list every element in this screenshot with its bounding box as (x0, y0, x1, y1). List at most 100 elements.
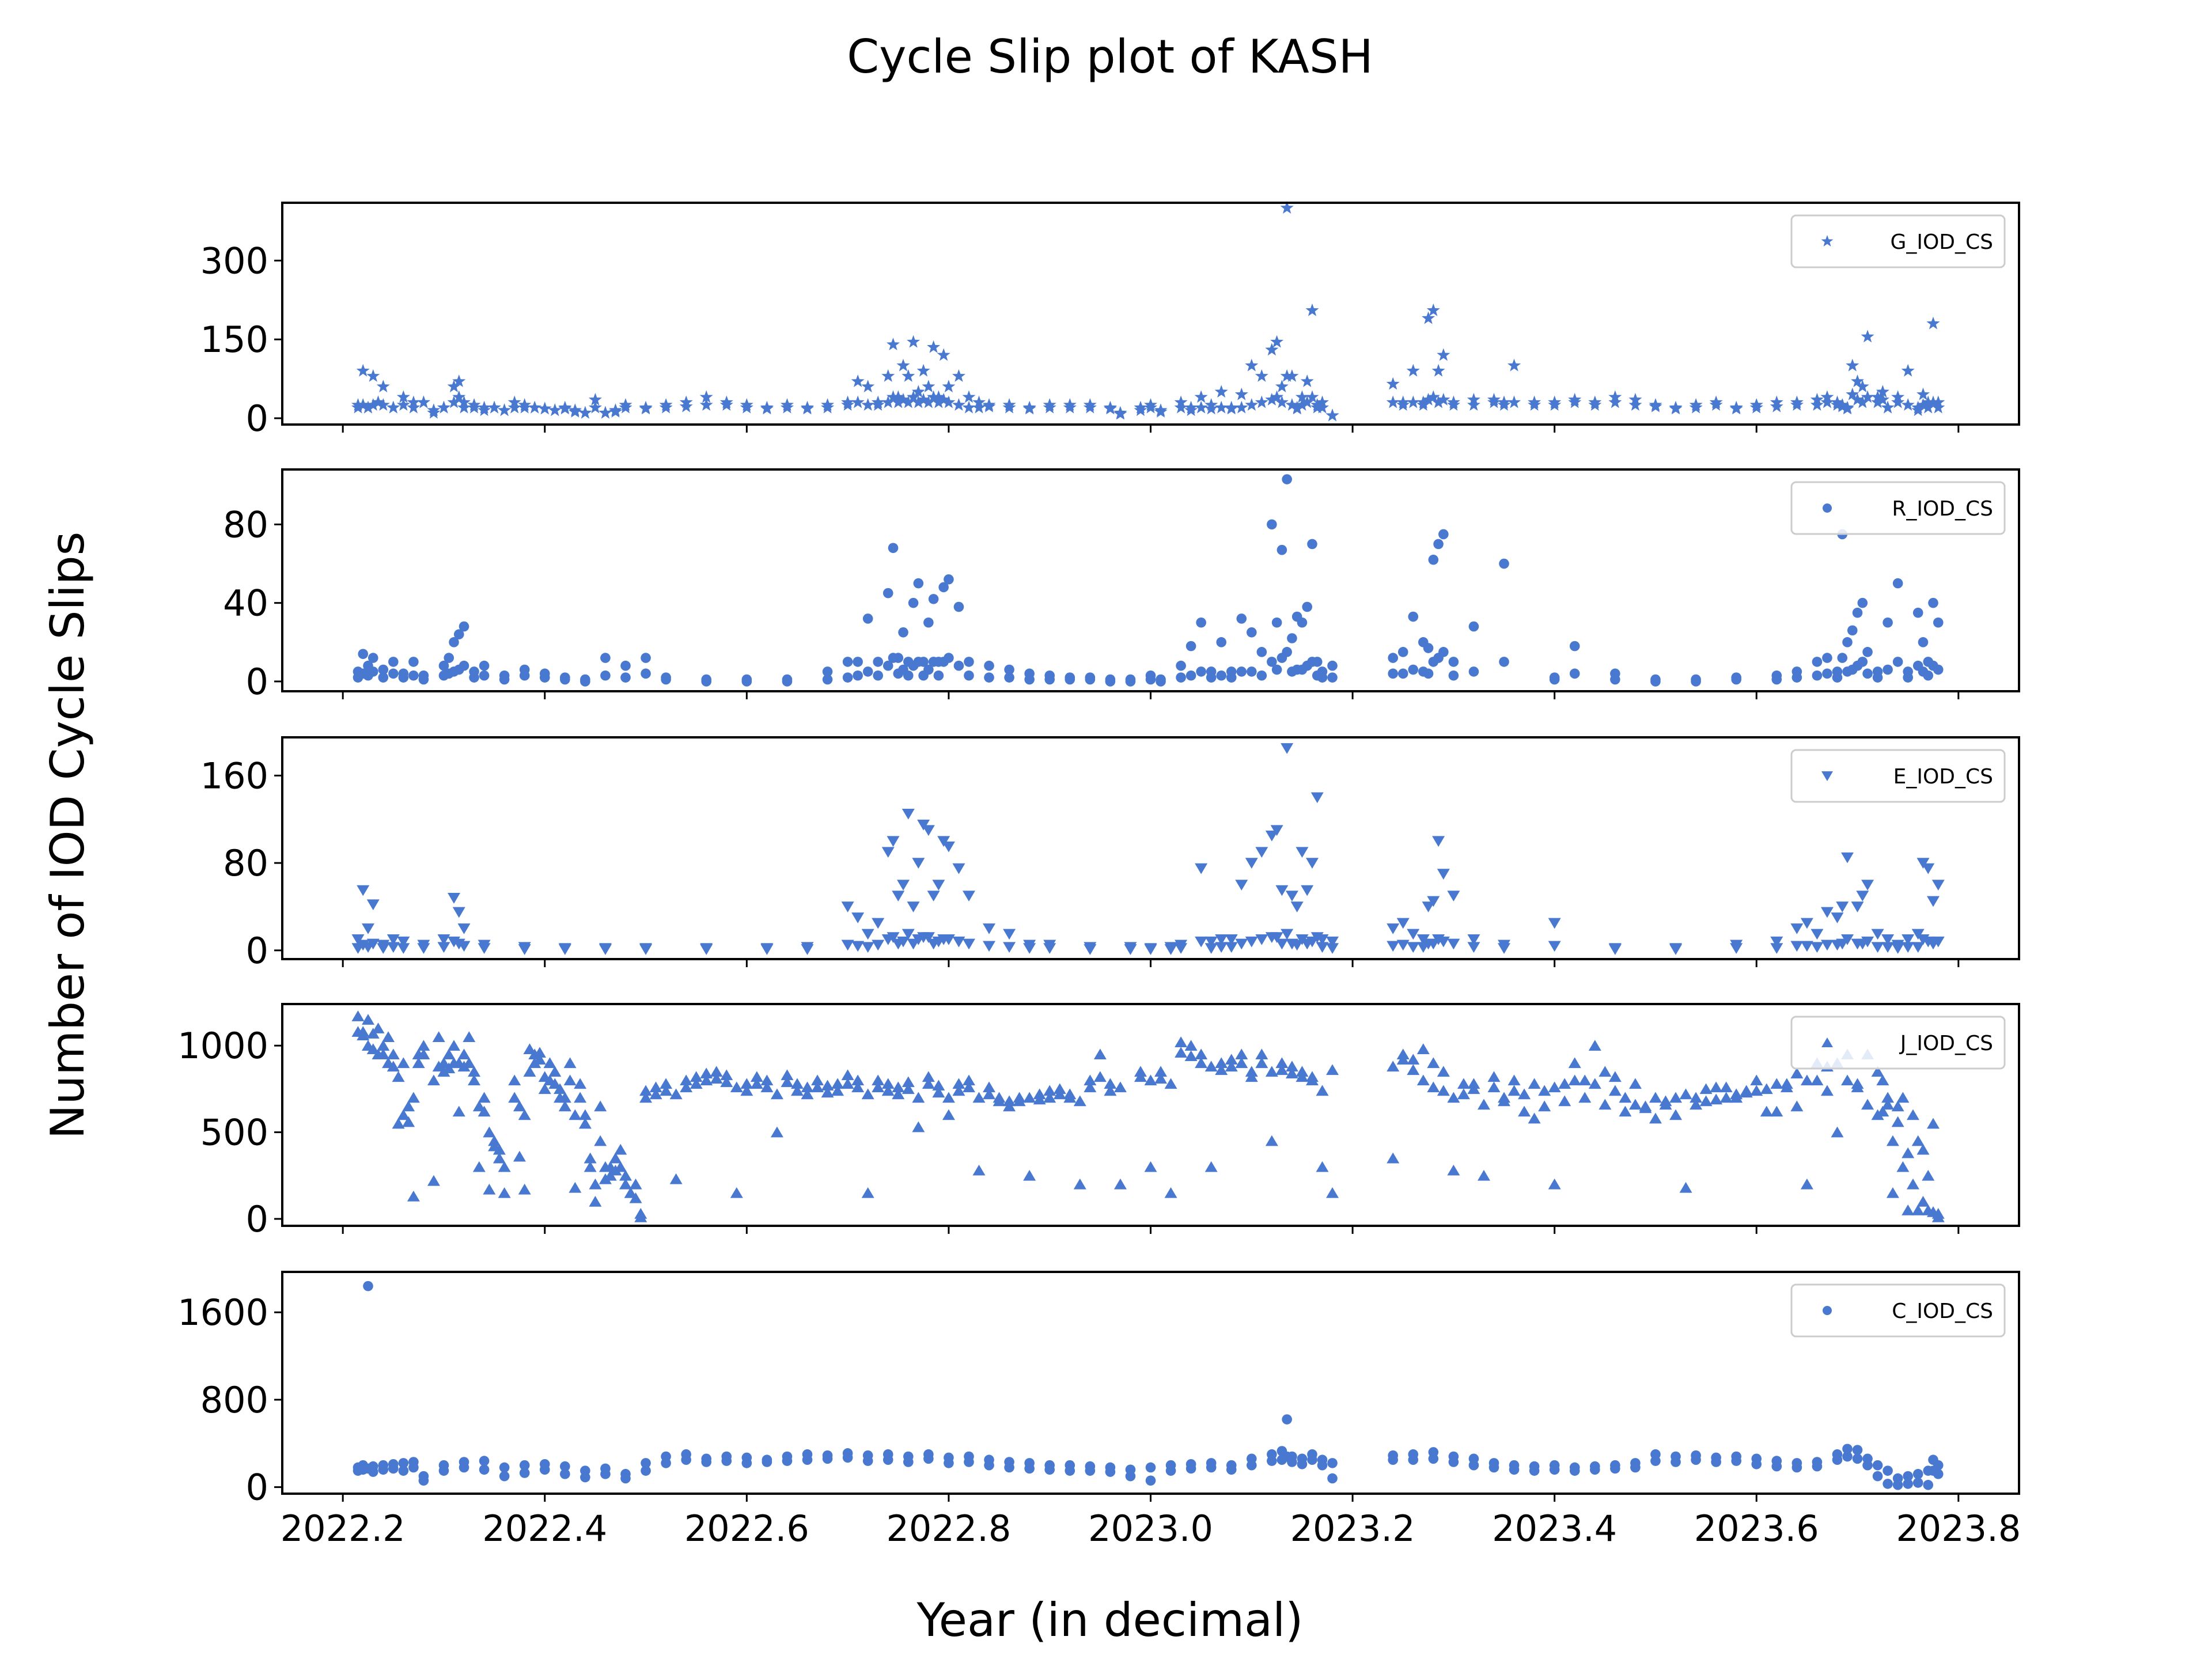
data-point (1840, 402, 1854, 415)
data-point (861, 929, 874, 940)
data-point (563, 1057, 577, 1069)
data-point (1790, 1067, 1804, 1079)
data-point (953, 660, 964, 671)
legend-r-iod-cs: R_IOD_CS (1790, 481, 2006, 535)
data-point (368, 1467, 378, 1477)
data-point (1903, 1471, 1913, 1482)
data-point (1281, 743, 1294, 754)
data-point (1901, 363, 1915, 377)
data-point (962, 1081, 975, 1093)
data-point (1438, 529, 1449, 540)
data-point (1881, 942, 1895, 953)
data-point (972, 400, 986, 414)
data-point (1906, 1178, 1919, 1190)
data-point (1307, 1455, 1317, 1465)
data-point (1927, 1118, 1940, 1129)
data-point (862, 613, 873, 624)
data-point (1236, 613, 1247, 624)
data-point (1468, 621, 1479, 632)
data-point (927, 340, 941, 353)
data-point (427, 403, 441, 416)
data-point (1023, 943, 1036, 954)
panel-r-iod-cs: 0 40 80 R_IOD_CS (223, 468, 2020, 703)
data-point (1568, 395, 1582, 408)
data-point (1235, 1048, 1248, 1060)
data-point (1245, 936, 1258, 948)
data-point (1282, 1414, 1292, 1425)
data-point (1175, 1047, 1188, 1058)
data-point (483, 1126, 496, 1138)
data-point (871, 398, 885, 411)
data-point (1861, 390, 1874, 403)
data-point (478, 403, 491, 416)
data-point (1872, 1471, 1883, 1482)
data-point (1023, 1092, 1036, 1103)
data-point (1883, 617, 1893, 628)
data-point (407, 400, 421, 414)
data-point (457, 941, 471, 952)
data-point (1423, 668, 1434, 679)
data-point (781, 1069, 794, 1081)
data-point (1145, 1462, 1156, 1473)
legend-box (1790, 214, 2006, 268)
data-point (1195, 863, 1208, 874)
data-point (1750, 1074, 1763, 1086)
data-point (1822, 668, 1832, 679)
data-point (861, 942, 874, 953)
data-point (1457, 1088, 1470, 1100)
data-point (1176, 672, 1186, 683)
data-point (1548, 941, 1561, 952)
data-point (1740, 1085, 1753, 1096)
data-point (842, 657, 853, 667)
data-point (892, 1088, 905, 1100)
data-point (1267, 1456, 1277, 1466)
data-point (1891, 395, 1905, 408)
data-point (1841, 852, 1854, 863)
data-point (558, 1092, 571, 1103)
data-point (1892, 1480, 1903, 1490)
data-point (1569, 641, 1580, 652)
data-point (1933, 1469, 1944, 1479)
data-point (1730, 1092, 1743, 1103)
data-point (1044, 674, 1055, 685)
data-point (822, 674, 833, 685)
data-point (1750, 1085, 1763, 1096)
data-point (387, 934, 400, 945)
data-point (1901, 398, 1915, 411)
data-point (1800, 918, 1813, 929)
data-point (1851, 902, 1864, 912)
data-point (1872, 1460, 1883, 1471)
data-point (1529, 1465, 1540, 1476)
data-point (1205, 1161, 1218, 1172)
data-point (1043, 1085, 1056, 1096)
data-point (1282, 474, 1292, 484)
data-point (398, 1465, 409, 1476)
data-point (1427, 896, 1440, 907)
data-point (366, 938, 380, 950)
data-point (457, 923, 471, 934)
data-point (1528, 1078, 1541, 1089)
data-point (1851, 1081, 1864, 1093)
data-point (1316, 400, 1329, 414)
data-point (1255, 369, 1268, 382)
data-point (873, 657, 884, 667)
data-point (1065, 674, 1075, 685)
data-point (1588, 1078, 1601, 1089)
data-point (1518, 1105, 1531, 1117)
data-point (851, 395, 865, 408)
data-point (750, 1078, 763, 1089)
data-point (882, 660, 893, 671)
data-point (1933, 664, 1944, 675)
data-point (1281, 929, 1294, 940)
data-point (1911, 1205, 1925, 1215)
data-point (1234, 387, 1248, 400)
data-point (932, 1086, 945, 1098)
data-point (1084, 944, 1097, 955)
data-point (1446, 398, 1460, 411)
data-point (1731, 674, 1741, 685)
data-point (933, 670, 944, 681)
data-point (1871, 1066, 1884, 1077)
y-tick-label: 1000 (177, 1025, 268, 1067)
data-point (1881, 1092, 1895, 1103)
